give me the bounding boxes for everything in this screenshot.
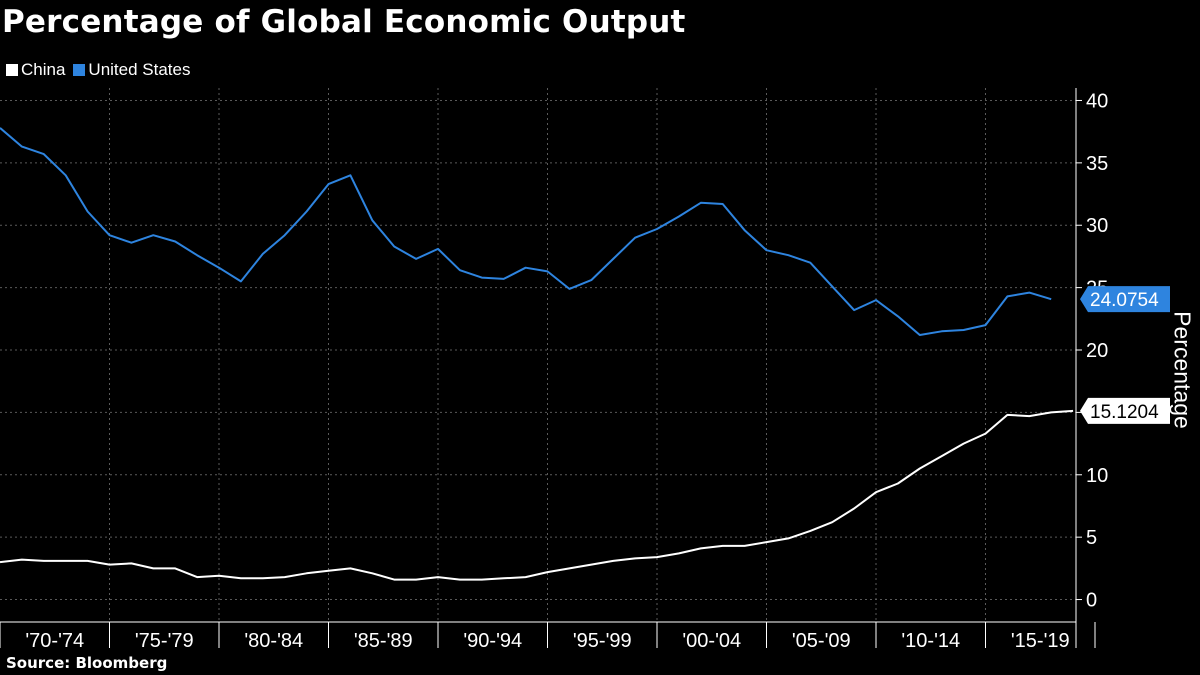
end-label-bg-united-states — [1080, 286, 1170, 313]
x-tick-label-8: '10-'14 — [901, 630, 960, 652]
end-label-china: 15.1204 — [1090, 402, 1159, 423]
y-tick-label-10: 10 — [1086, 465, 1108, 487]
y-tick-label-20: 20 — [1086, 340, 1108, 362]
x-tick-label-0: '70-'74 — [25, 630, 84, 652]
legend-swatch-china — [6, 64, 18, 76]
series-line-china — [0, 409, 1074, 581]
end-label-united-states: 24.0754 — [1090, 290, 1159, 311]
x-tick-label-2: '80-'84 — [244, 630, 303, 652]
x-tick-label-4: '90-'94 — [463, 630, 522, 652]
chart-title: Percentage of Global Economic Output — [2, 4, 686, 40]
legend-label-united-states: United States — [88, 60, 191, 79]
x-tick-label-5: '95-'99 — [573, 630, 632, 652]
legend-swatch-united-states — [73, 64, 86, 76]
y-tick-label-0: 0 — [1086, 590, 1097, 612]
legend-label-china: China — [21, 60, 66, 79]
legend: China United States — [6, 60, 190, 80]
y-tick-label-5: 5 — [1086, 527, 1097, 549]
x-tick-label-7: '05-'09 — [792, 630, 851, 652]
x-tick-label-6: '00-'04 — [682, 630, 741, 652]
source-note: Source: Bloomberg — [6, 654, 168, 672]
end-label-bg-china — [1080, 397, 1170, 424]
legend-item-united-states: United States — [73, 60, 190, 80]
series-line-united-states — [0, 127, 1052, 336]
x-tick-label-3: '85-'89 — [354, 630, 413, 652]
x-tick-label-9: '15-'19 — [1011, 630, 1070, 652]
x-tick-label-1: '75-'79 — [135, 630, 194, 652]
y-axis-label: Percentage — [1169, 311, 1196, 429]
y-tick-label-35: 35 — [1086, 153, 1108, 175]
y-tick-label-30: 30 — [1086, 215, 1108, 237]
y-tick-label-40: 40 — [1086, 90, 1108, 112]
legend-item-china: China — [6, 60, 65, 80]
